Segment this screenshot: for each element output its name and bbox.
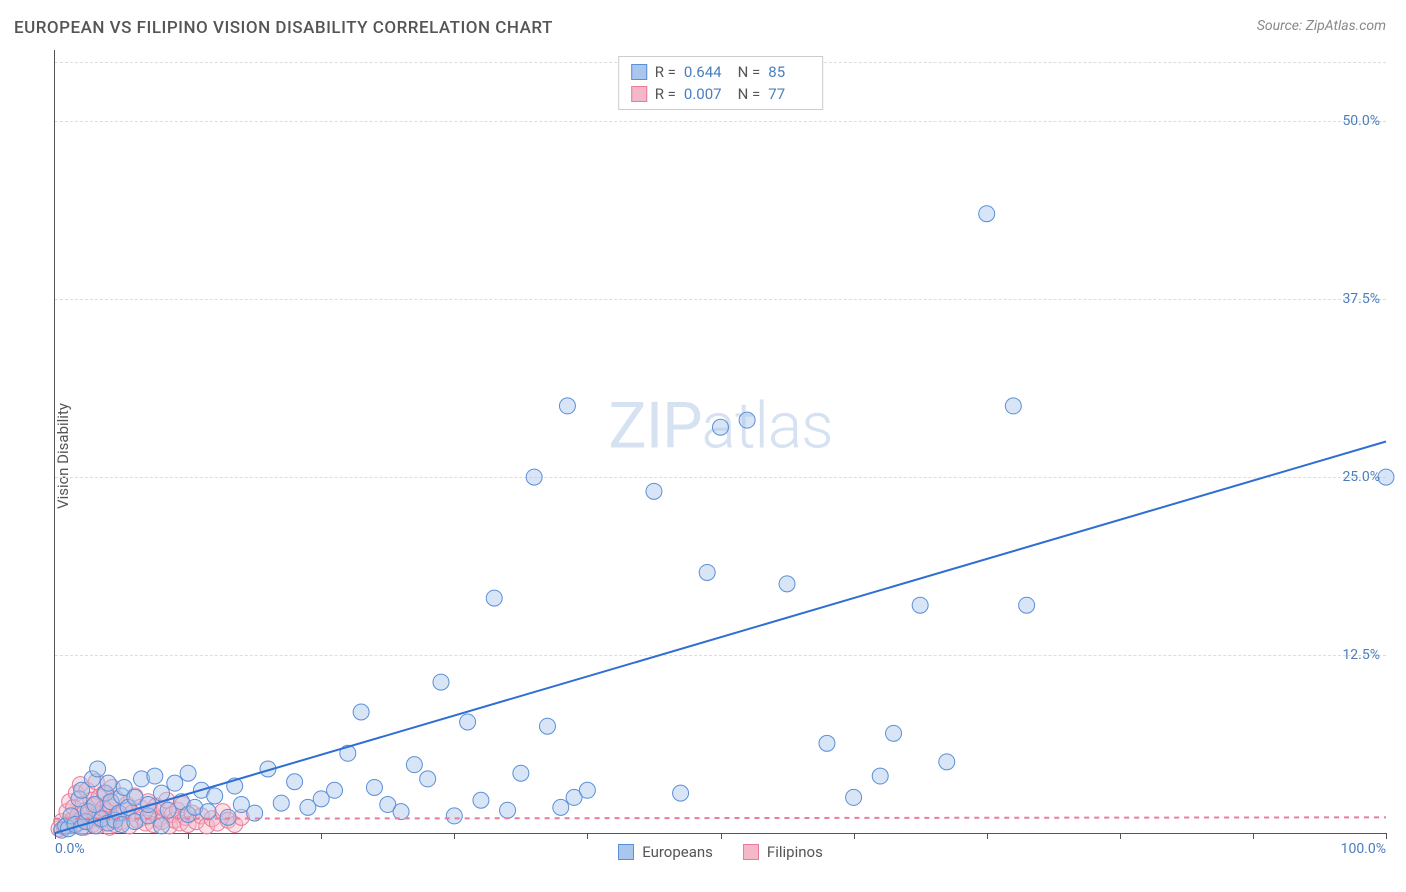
- xtick: [987, 833, 988, 839]
- data-point: [526, 469, 542, 485]
- data-point: [406, 757, 422, 773]
- legend-swatch-filipinos: [743, 844, 759, 860]
- data-point: [500, 802, 516, 818]
- data-point: [207, 788, 223, 804]
- stats-row-europeans: R = 0.644 N = 85: [631, 61, 811, 83]
- xtick: [1120, 833, 1121, 839]
- data-point: [446, 808, 462, 824]
- data-point: [1019, 597, 1035, 613]
- data-point: [220, 809, 236, 825]
- xtick: [188, 833, 189, 839]
- chart-header: EUROPEAN VS FILIPINO VISION DISABILITY C…: [0, 0, 1406, 46]
- data-point: [153, 818, 169, 834]
- data-point: [460, 714, 476, 730]
- data-point: [273, 795, 289, 811]
- xtick: [854, 833, 855, 839]
- data-point: [579, 782, 595, 798]
- legend-item-europeans: Europeans: [618, 843, 713, 861]
- data-point: [90, 761, 106, 777]
- xtick: [587, 833, 588, 839]
- data-point: [353, 704, 369, 720]
- data-point: [699, 564, 715, 580]
- data-point: [979, 206, 995, 222]
- n-value-filipinos: 77: [768, 85, 810, 103]
- r-value-filipinos: 0.007: [684, 85, 726, 103]
- ytick-label: 50.0%: [1342, 113, 1380, 129]
- data-point: [713, 419, 729, 435]
- data-point: [486, 590, 502, 606]
- data-point: [100, 775, 116, 791]
- data-point: [886, 725, 902, 741]
- xtick: [321, 833, 322, 839]
- source-label: Source: ZipAtlas.com: [1257, 18, 1386, 34]
- xtick: [55, 833, 56, 839]
- legend-swatch-europeans: [618, 844, 634, 860]
- xtick: [454, 833, 455, 839]
- legend-label-europeans: Europeans: [642, 843, 713, 861]
- data-point: [1378, 469, 1394, 485]
- data-point: [646, 483, 662, 499]
- data-point: [393, 804, 409, 820]
- scatter-svg: [55, 50, 1386, 833]
- data-point: [167, 775, 183, 791]
- data-point: [819, 735, 835, 751]
- data-point: [473, 792, 489, 808]
- data-point: [779, 576, 795, 592]
- xtick: [1386, 833, 1387, 839]
- data-point: [153, 785, 169, 801]
- data-point: [539, 718, 555, 734]
- r-value-europeans: 0.644: [684, 63, 726, 81]
- data-point: [366, 779, 382, 795]
- stats-legend: R = 0.644 N = 85 R = 0.007 N = 77: [618, 56, 824, 110]
- xtick: [1253, 833, 1254, 839]
- xtick: [721, 833, 722, 839]
- plot-area: ZIPatlas R = 0.644 N = 85 R = 0.007 N = …: [54, 50, 1386, 834]
- chart-container: Vision Disability ZIPatlas R = 0.644 N =…: [14, 50, 1386, 862]
- xtick-label: 100.0%: [1341, 841, 1386, 857]
- data-point: [1005, 398, 1021, 414]
- swatch-filipinos: [631, 86, 647, 102]
- data-point: [673, 785, 689, 801]
- data-point: [180, 765, 196, 781]
- data-point: [433, 674, 449, 690]
- ytick-label: 25.0%: [1342, 469, 1380, 485]
- n-value-europeans: 85: [768, 63, 810, 81]
- data-point: [327, 782, 343, 798]
- data-point: [939, 754, 955, 770]
- stats-row-filipinos: R = 0.007 N = 77: [631, 83, 811, 105]
- data-point: [420, 771, 436, 787]
- swatch-europeans: [631, 64, 647, 80]
- legend-item-filipinos: Filipinos: [743, 843, 823, 861]
- data-point: [912, 597, 928, 613]
- chart-title: EUROPEAN VS FILIPINO VISION DISABILITY C…: [14, 18, 553, 38]
- bottom-legend: Europeans Filipinos: [55, 843, 1386, 861]
- data-point: [287, 774, 303, 790]
- data-point: [553, 799, 569, 815]
- data-point: [559, 398, 575, 414]
- legend-label-filipinos: Filipinos: [767, 843, 823, 861]
- ytick-label: 12.5%: [1342, 647, 1380, 663]
- data-point: [846, 789, 862, 805]
- data-point: [739, 412, 755, 428]
- data-point: [200, 804, 216, 820]
- trend-line: [55, 442, 1386, 834]
- xtick-label: 0.0%: [55, 841, 85, 857]
- data-point: [513, 765, 529, 781]
- ytick-label: 37.5%: [1342, 291, 1380, 307]
- data-point: [147, 768, 163, 784]
- data-point: [872, 768, 888, 784]
